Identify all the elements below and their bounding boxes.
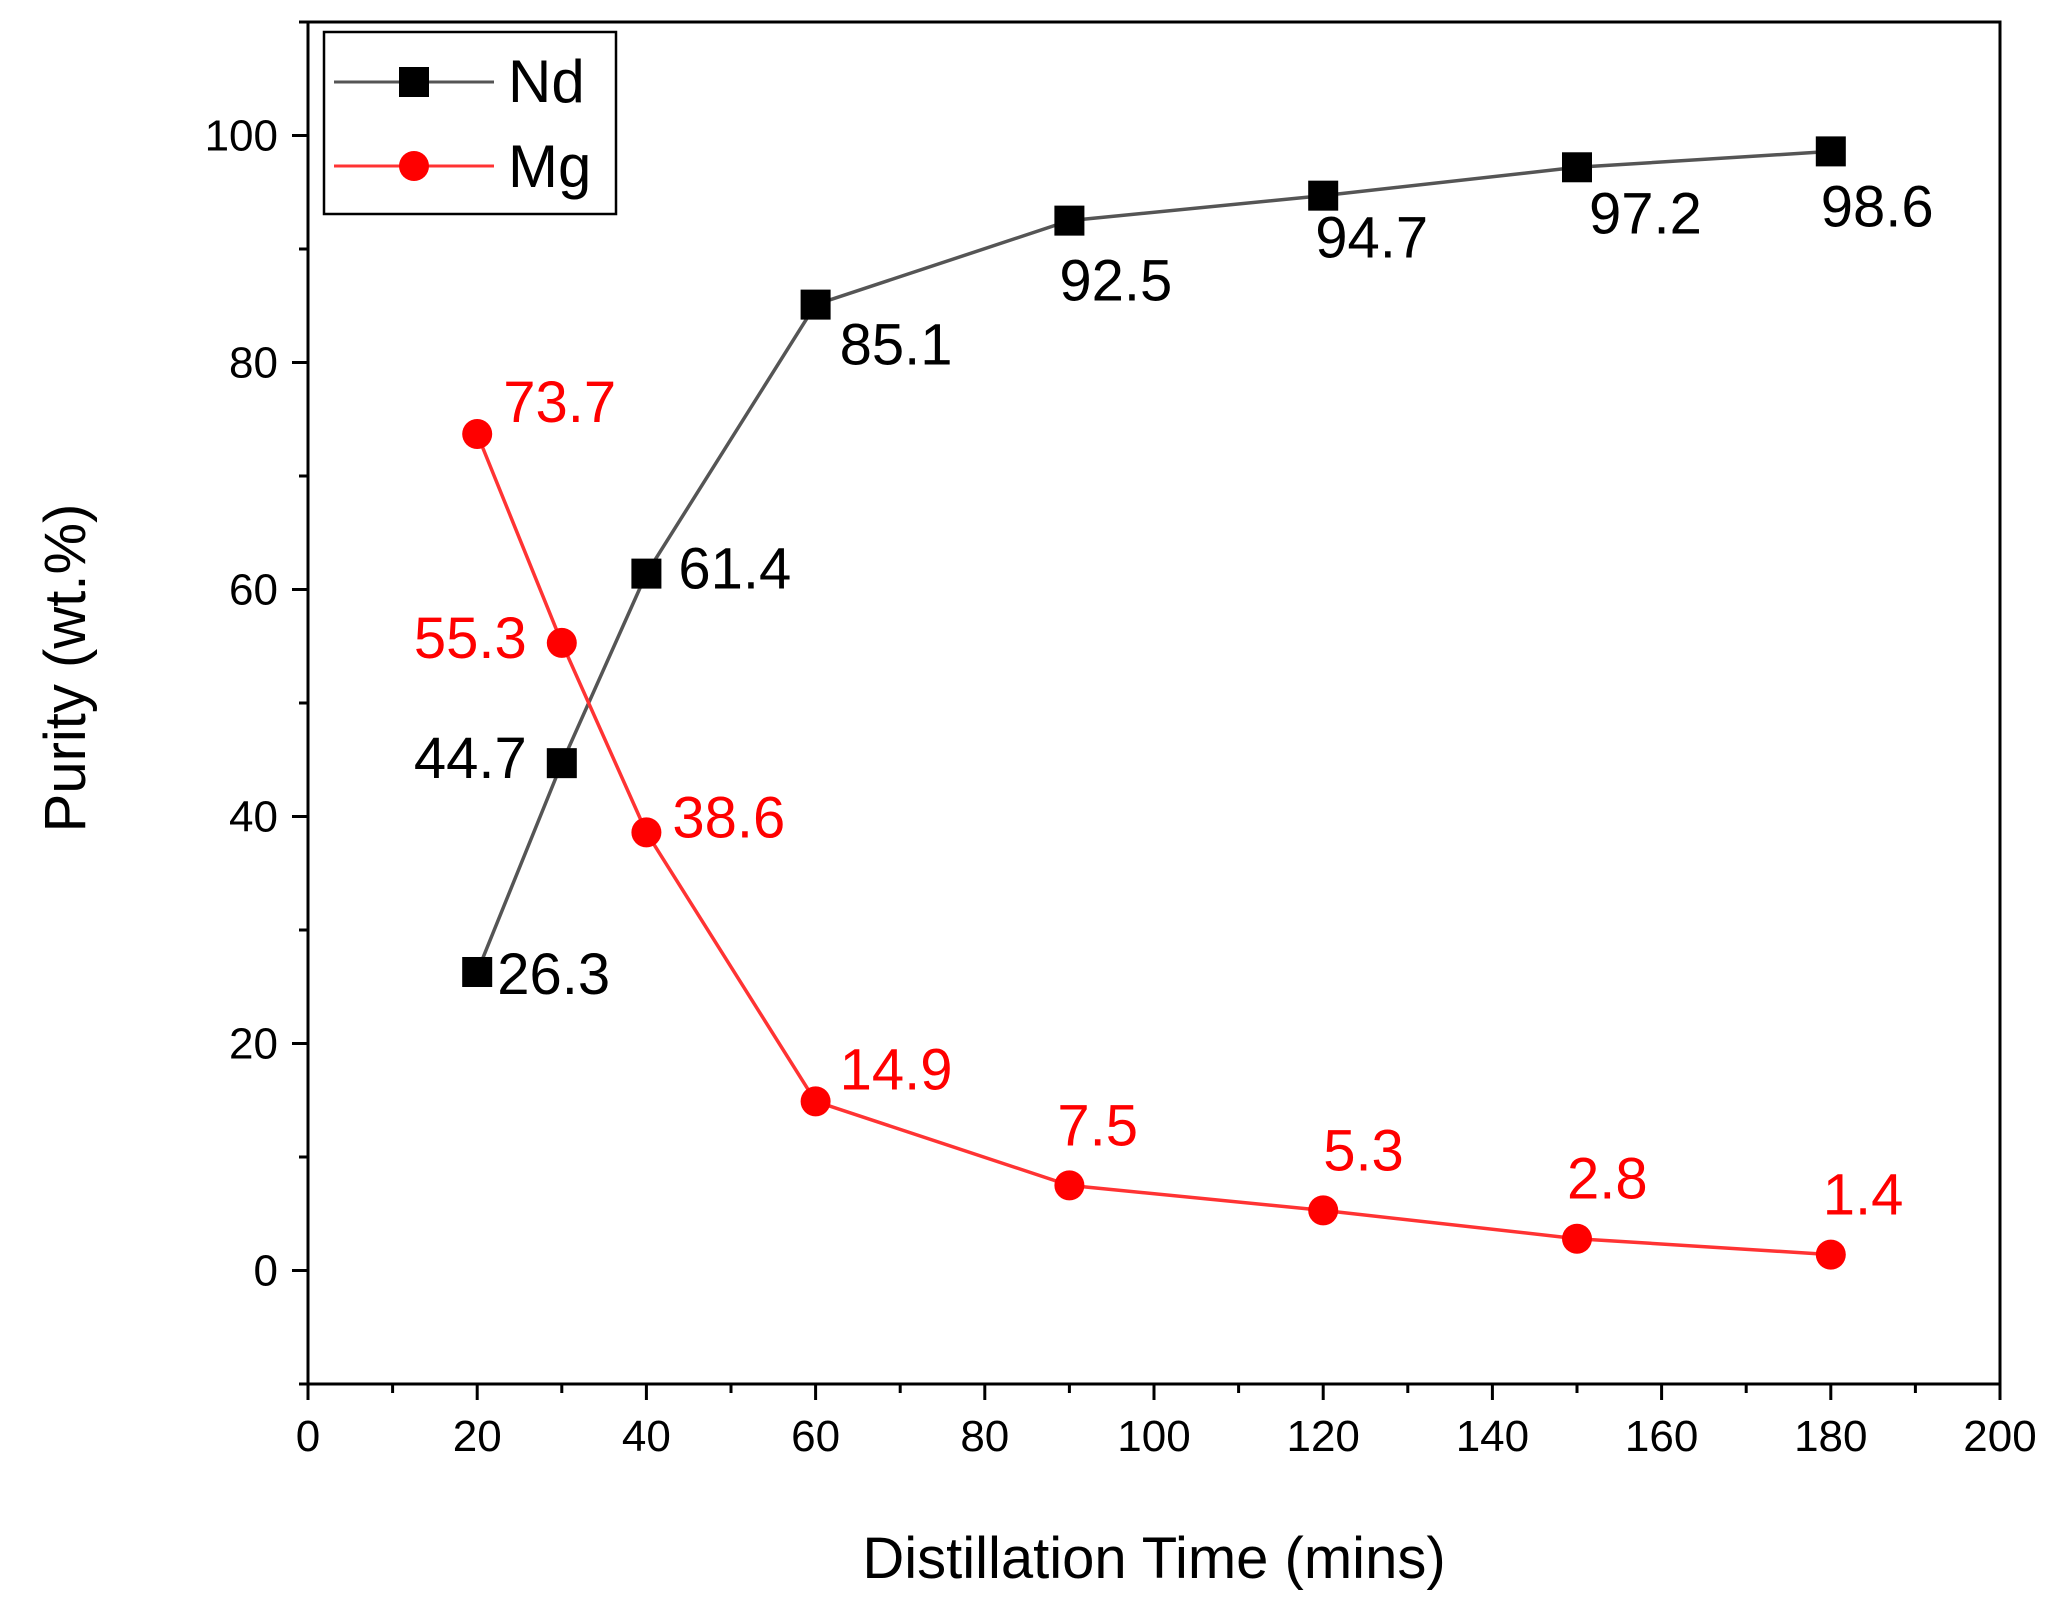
data-point-mg — [1308, 1195, 1339, 1226]
data-label-mg: 14.9 — [840, 1037, 953, 1102]
data-label-mg: 7.5 — [1057, 1093, 1138, 1158]
data-point-mg — [462, 419, 493, 450]
x-axis-title: Distillation Time (mins) — [862, 1526, 1445, 1591]
data-point-mg — [800, 1086, 831, 1117]
y-tick-label: 100 — [205, 112, 278, 161]
data-label-nd: 26.3 — [497, 942, 610, 1007]
x-tick-label: 140 — [1456, 1412, 1529, 1461]
y-tick-label: 0 — [254, 1247, 278, 1296]
legend-nd-marker — [399, 67, 429, 97]
legend-box — [322, 30, 618, 216]
y-tick-label: 80 — [229, 339, 278, 388]
data-label-mg: 1.4 — [1823, 1163, 1904, 1228]
data-label-nd: 92.5 — [1059, 249, 1172, 314]
y-tick-label: 40 — [229, 793, 278, 842]
data-label-mg: 73.7 — [503, 370, 616, 435]
x-tick-label: 120 — [1286, 1412, 1359, 1461]
legend-mg-marker — [399, 151, 429, 181]
data-label-nd: 98.6 — [1821, 174, 1934, 239]
x-tick-label: 40 — [622, 1412, 671, 1461]
data-point-nd — [1815, 136, 1846, 167]
data-point-nd — [1054, 205, 1085, 236]
y-tick-label: 20 — [229, 1020, 278, 1069]
data-label-nd: 44.7 — [414, 726, 527, 791]
data-label-mg: 2.8 — [1567, 1147, 1648, 1212]
legend-mg-label: Mg — [508, 133, 591, 200]
x-tick-label: 80 — [960, 1412, 1009, 1461]
series-line-mg — [475, 433, 1831, 1257]
data-label-mg: 5.3 — [1323, 1118, 1404, 1183]
data-label-nd: 94.7 — [1315, 206, 1428, 271]
data-point-nd — [462, 956, 493, 987]
x-tick-label: 200 — [1963, 1412, 2036, 1461]
legend-nd-label: Nd — [508, 48, 585, 115]
legend: Nd Mg — [322, 30, 618, 216]
x-tick-label: 20 — [453, 1412, 502, 1461]
x-tick-label: 180 — [1794, 1412, 1867, 1461]
x-tick-label: 0 — [296, 1412, 320, 1461]
data-label-nd: 97.2 — [1589, 181, 1702, 246]
data-point-nd — [546, 748, 577, 779]
data-label-nd: 61.4 — [678, 537, 791, 602]
y-tick-label: 60 — [229, 566, 278, 615]
data-label-mg: 55.3 — [414, 606, 527, 671]
x-tick-label: 60 — [791, 1412, 840, 1461]
data-point-mg — [1815, 1239, 1846, 1270]
data-point-mg — [1054, 1170, 1085, 1201]
series-layer — [462, 136, 1846, 1270]
data-point-mg — [546, 627, 577, 658]
x-tick-label: 100 — [1117, 1412, 1190, 1461]
data-label-mg: 38.6 — [672, 785, 785, 850]
data-point-mg — [631, 817, 662, 848]
data-label-nd: 85.1 — [840, 313, 953, 378]
data-point-nd — [1308, 180, 1339, 211]
data-labels-layer: 26.3 44.7 61.4 85.1 92.5 94.7 97.2 98.6 73.7 55.3… — [414, 174, 1934, 1227]
ticks-layer: 0 20 40 60 80 100 120 140 160 180 200 0 20 40 60 80 100 — [205, 20, 2037, 1461]
x-tick-label: 160 — [1625, 1412, 1698, 1461]
series-line-nd — [475, 149, 1831, 973]
y-axis-title: Purity (wt.%) — [33, 504, 98, 833]
data-point-nd — [800, 289, 831, 320]
data-point-mg — [1562, 1223, 1592, 1254]
data-point-nd — [1562, 152, 1592, 183]
data-point-nd — [631, 558, 662, 589]
